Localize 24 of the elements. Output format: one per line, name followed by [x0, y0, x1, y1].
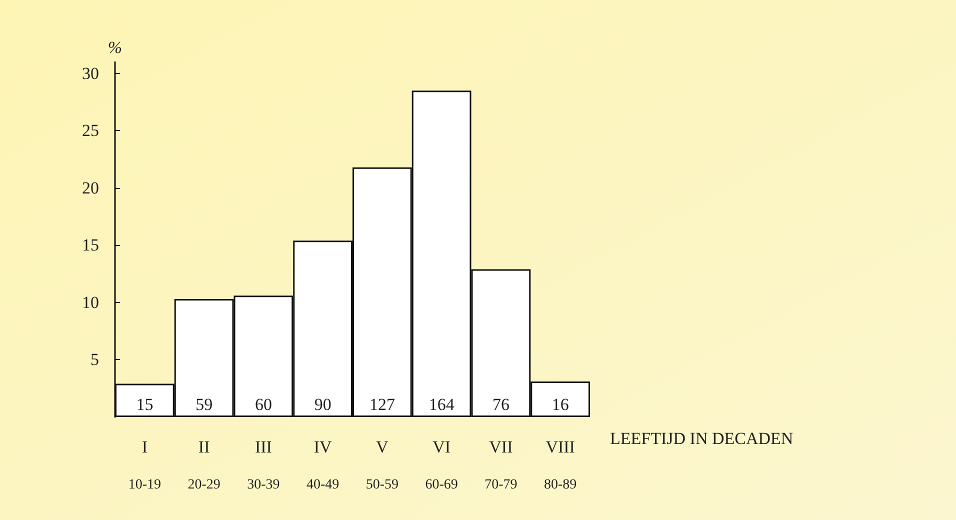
y-tick-label: 30: [82, 64, 99, 83]
y-tick-label: 25: [82, 121, 99, 140]
annotation: 59: [196, 395, 213, 414]
y-tick-label: 10: [82, 292, 99, 312]
annotation: 60: [254, 395, 272, 414]
category-label: V 50-59: [366, 438, 399, 492]
annotation: 90: [314, 395, 332, 414]
annotation: 127: [369, 395, 396, 414]
annotation: 15: [136, 395, 154, 414]
y-tick-label: 20: [82, 178, 99, 198]
annotation: 16: [552, 395, 569, 414]
category-label: IV 40-49: [306, 438, 340, 492]
category-label: III 30-39: [247, 438, 280, 492]
category-label: I 10-19: [128, 438, 162, 492]
x-axis-title: LEEFTIJD IN DECADEN: [610, 429, 794, 448]
y-tick-label: 5: [90, 350, 99, 370]
category-label: VI 60-69: [425, 438, 458, 492]
y-axis-title: %: [108, 38, 122, 57]
category-label: II 20-29: [188, 438, 220, 492]
annotation: 76: [492, 395, 510, 414]
category-label: VIII 80-89: [544, 438, 577, 492]
annotation: 164: [428, 395, 455, 414]
category-label: VII 70-79: [484, 438, 518, 492]
y-tick-label: 15: [82, 236, 99, 255]
